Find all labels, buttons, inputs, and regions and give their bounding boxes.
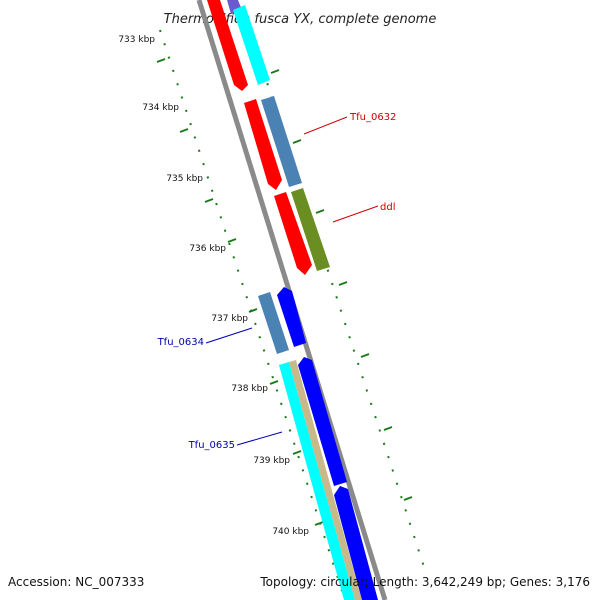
accession-text: Accession: NC_007333 bbox=[8, 575, 144, 589]
tick-label: 735 kbp bbox=[166, 174, 203, 184]
gene-feature[interactable] bbox=[291, 188, 330, 271]
leader-line bbox=[236, 431, 283, 446]
tick-label: 739 kbp bbox=[253, 456, 290, 466]
gene-feature[interactable] bbox=[261, 96, 302, 187]
tick-label: 737 kbp bbox=[211, 314, 248, 324]
gene-label-ddl[interactable]: ddl bbox=[380, 202, 395, 213]
tick-label: 738 kbp bbox=[231, 384, 268, 394]
gene-feature[interactable] bbox=[334, 486, 378, 600]
gene-feature[interactable] bbox=[258, 292, 289, 354]
gene-feature[interactable] bbox=[274, 192, 312, 275]
tick-label: 733 kbp bbox=[118, 35, 155, 45]
tick-label: 736 kbp bbox=[189, 244, 226, 254]
outer-ticks bbox=[270, 69, 413, 501]
gene-feature[interactable] bbox=[233, 5, 270, 85]
inner-ticks bbox=[156, 58, 324, 526]
gene-features bbox=[207, 0, 378, 600]
gene-feature[interactable] bbox=[279, 362, 355, 600]
tick-label: 740 kbp bbox=[272, 527, 309, 537]
gene-feature[interactable] bbox=[244, 99, 282, 190]
gene-feature[interactable] bbox=[289, 360, 362, 600]
gene-label-tfu-0632[interactable]: Tfu_0632 bbox=[349, 112, 396, 123]
tick-label: 734 kbp bbox=[142, 103, 179, 113]
genome-summary-text: Topology: circular; Length: 3,642,249 bp… bbox=[259, 575, 590, 589]
gene-feature[interactable] bbox=[277, 287, 306, 347]
leader-line bbox=[303, 116, 348, 135]
gene-label-tfu-0634[interactable]: Tfu_0634 bbox=[157, 337, 204, 348]
gene-feature[interactable] bbox=[298, 357, 347, 486]
map-title: Thermobifida fusca YX, complete genome bbox=[164, 12, 437, 27]
gene-label-tfu-0635[interactable]: Tfu_0635 bbox=[188, 440, 235, 451]
gene-feature[interactable] bbox=[207, 0, 248, 91]
inner-guide-line bbox=[159, 29, 346, 600]
leader-line bbox=[205, 327, 253, 344]
leader-line bbox=[332, 205, 379, 223]
